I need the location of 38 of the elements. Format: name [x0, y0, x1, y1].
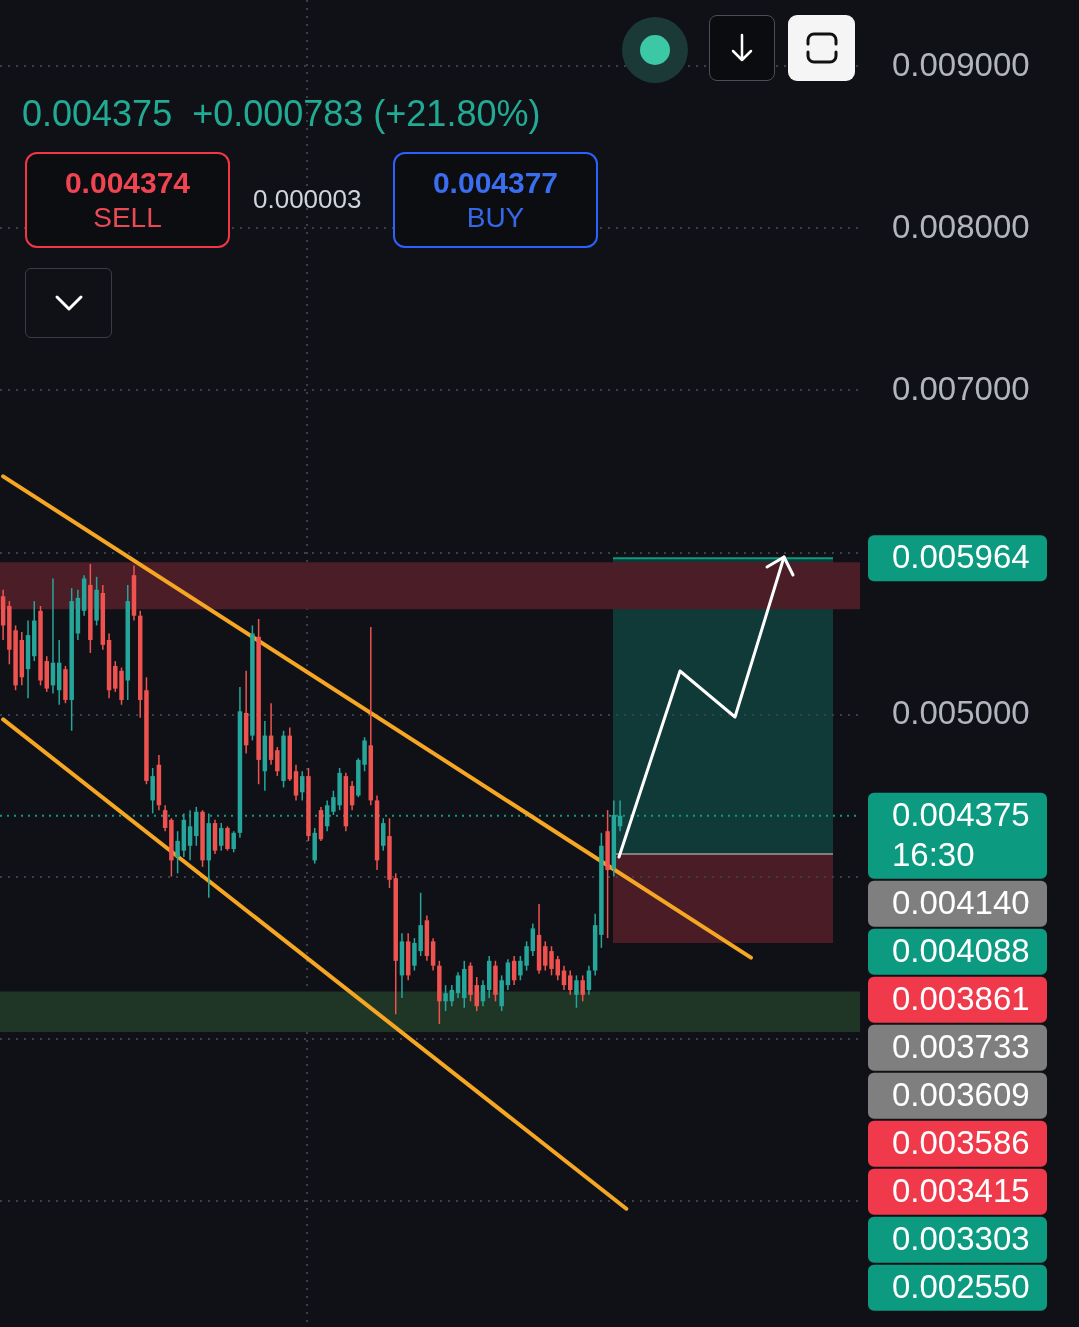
annotation: 0.000003: [253, 183, 362, 215]
text: 0.003733: [892, 1027, 1030, 1065]
candlestick: [162, 804, 168, 832]
candlestick: [567, 969, 573, 996]
y-tick-label: 0.009000: [892, 45, 1030, 83]
candlestick: [231, 830, 236, 854]
candlestick: [443, 984, 448, 1012]
buy-button: 0.004377 BUY: [393, 152, 598, 248]
candlestick: [580, 974, 585, 1003]
text: 0.003586: [892, 1123, 1030, 1161]
y-tick-label: 0.007000: [892, 369, 1030, 407]
annotation: 0.004377: [432, 165, 559, 201]
candlestick: [187, 809, 193, 862]
text: 0.003861: [892, 979, 1030, 1017]
y-tick-label: 0.008000: [892, 207, 1030, 245]
text: 0.004375 +0.000783 (+21.80%): [22, 92, 541, 136]
candlestick: [381, 817, 386, 852]
candlestick: [455, 971, 461, 999]
text: 0.003415: [892, 1171, 1030, 1209]
annotation: 0.004374: [64, 165, 191, 201]
y-tick-label: 0.005000: [892, 693, 1030, 731]
annotation: BUY: [466, 201, 525, 235]
candlestick: [275, 746, 280, 777]
ref-line-label: 0.004140: [892, 883, 1030, 921]
text: 0.003303: [892, 1219, 1030, 1257]
sell-button: 0.004374 SELL: [25, 152, 230, 248]
candlestick: [175, 830, 180, 875]
candlestick: [505, 958, 511, 991]
text: 0.002550: [892, 1267, 1030, 1305]
candlestick: [574, 974, 579, 1009]
annotation: SELL: [93, 201, 162, 235]
text: 0.004088: [892, 931, 1030, 969]
text: 0.003609: [892, 1075, 1030, 1113]
candlestick: [225, 825, 230, 852]
ref-line-label: 0.004375 16:30: [892, 795, 1030, 873]
candlestick: [530, 922, 536, 957]
candlestick: [218, 822, 224, 852]
ref-line-label: 0.005964: [892, 538, 1030, 576]
